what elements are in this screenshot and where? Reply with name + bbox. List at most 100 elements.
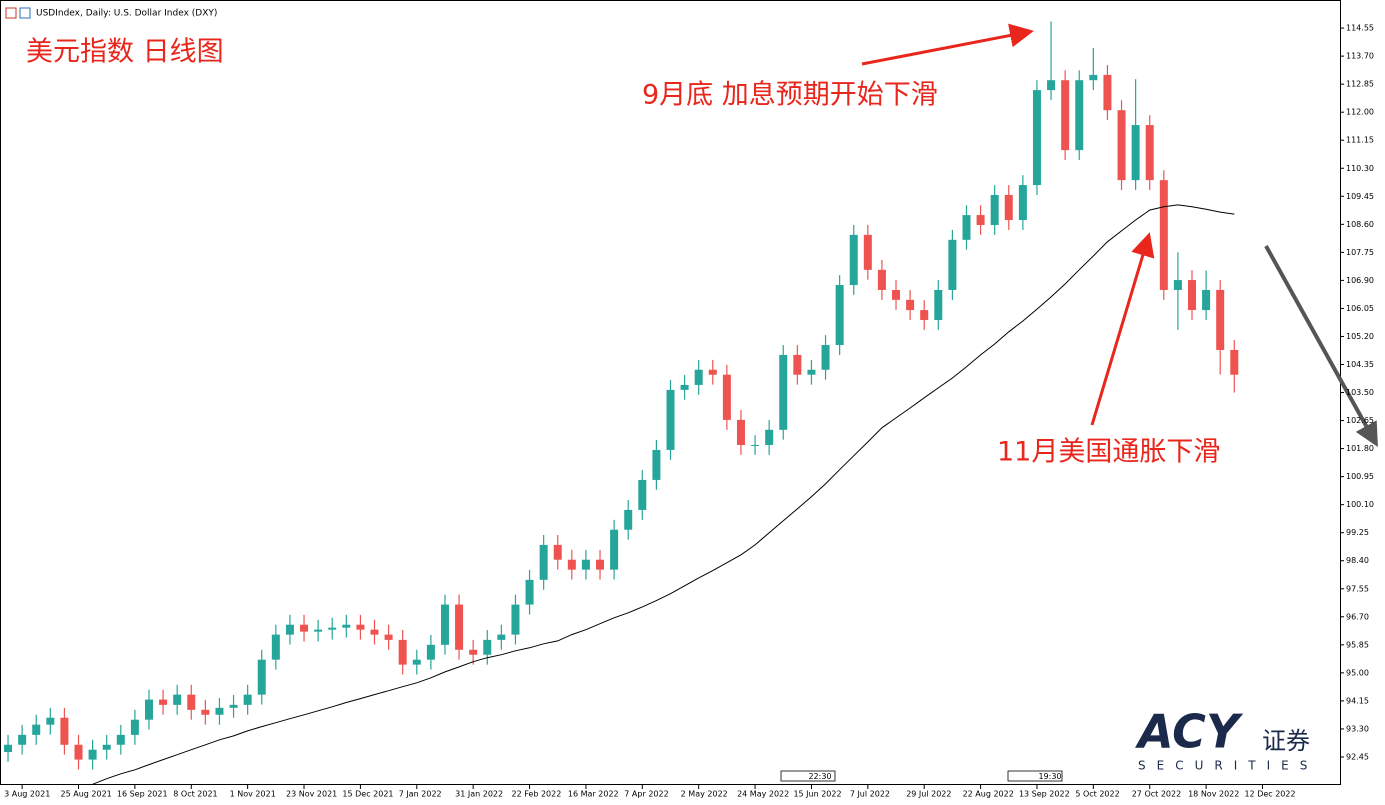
x-tick-label: 15 Dec 2021	[342, 790, 393, 799]
candle-body	[906, 299, 915, 311]
y-tick-label: 106.90	[1346, 276, 1374, 285]
y-tick-label: 95.85	[1346, 640, 1369, 649]
candle-body	[948, 239, 957, 290]
candle-body	[694, 369, 703, 385]
y-tick-label: 94.15	[1346, 696, 1369, 705]
candle-body	[356, 624, 365, 630]
y-tick-label: 111.15	[1346, 136, 1374, 145]
annotation: 9月底 加息预期开始下滑	[642, 80, 938, 111]
candle-body	[962, 215, 971, 240]
y-tick-label: 101.80	[1346, 444, 1374, 453]
candle-body	[60, 717, 69, 745]
candle-body	[300, 624, 309, 632]
x-tick-label: 25 Aug 2021	[61, 790, 112, 799]
candle-body	[440, 604, 449, 645]
x-tick-label: 5 Oct 2022	[1075, 790, 1119, 799]
moving-average	[92, 204, 1235, 785]
candle-body	[765, 429, 774, 445]
candle-body	[821, 345, 830, 370]
candle-body	[201, 709, 210, 715]
candle-body	[567, 559, 576, 570]
candle-body	[159, 699, 168, 705]
candle-body	[1103, 74, 1112, 111]
candle-body	[525, 579, 534, 605]
x-tick-label: 7 Apr 2022	[624, 790, 668, 799]
y-tick-label: 96.70	[1346, 612, 1369, 621]
candle-body	[934, 289, 943, 320]
x-tick-label: 3 Aug 2021	[4, 790, 50, 799]
candle-body	[469, 649, 478, 655]
plot	[4, 21, 1239, 785]
x-tick-label: 16 Sep 2021	[117, 790, 168, 799]
candle-body	[455, 604, 464, 650]
y-tick-label: 104.35	[1346, 360, 1374, 369]
candle-body	[398, 639, 407, 665]
candle-body	[581, 559, 590, 570]
candle-body	[18, 734, 27, 745]
x-tick-label: 7 Jan 2022	[399, 790, 442, 799]
candle-body	[1145, 125, 1154, 181]
y-tick-label: 99.25	[1346, 528, 1369, 537]
candle-body	[1216, 289, 1225, 350]
candle-body	[102, 744, 111, 750]
y-tick-label: 100.95	[1346, 472, 1374, 481]
candle-body	[1173, 280, 1182, 290]
logo-brand: ACY	[1135, 705, 1244, 759]
candle-body	[271, 634, 280, 660]
candle-body	[779, 354, 788, 430]
candle-body	[412, 659, 421, 665]
x-tick-label: 13 Sep 2022	[1019, 790, 1070, 799]
x-tick-label: 31 Jan 2022	[455, 790, 503, 799]
candle-body	[722, 374, 731, 420]
candle-body	[1047, 80, 1056, 91]
y-tick-label: 105.20	[1346, 332, 1374, 341]
x-tick-label: 27 Oct 2022	[1132, 790, 1181, 799]
candle-body	[708, 369, 717, 375]
x-tick-label: 7 Jul 2022	[850, 790, 890, 799]
y-tick-label: 97.55	[1346, 584, 1369, 593]
candle-body	[1131, 125, 1140, 181]
y-tick-label: 93.30	[1346, 724, 1369, 733]
header-icon	[5, 7, 31, 19]
candle-body	[596, 559, 605, 570]
candle-body	[624, 509, 633, 530]
candle-body	[74, 744, 83, 760]
candle-body	[511, 604, 520, 635]
chart-title: USDIndex, Daily: U.S. Dollar Index (DXY)	[36, 9, 217, 19]
candle-body	[877, 269, 886, 290]
candle-body	[285, 624, 294, 635]
candle-body	[680, 384, 689, 390]
x-tick-label: 16 Mar 2022	[568, 790, 619, 799]
candle-body	[1202, 289, 1211, 311]
arrow	[1090, 232, 1155, 426]
x-tick-label: 1 Nov 2021	[230, 790, 276, 799]
candle-body	[187, 694, 196, 710]
candle-body	[229, 704, 238, 708]
x-tick-label: 24 May 2022	[737, 790, 789, 799]
candle-body	[173, 694, 182, 705]
x-tick-label: 22 Aug 2022	[963, 790, 1014, 799]
candle-body	[1188, 280, 1197, 311]
arrow	[861, 23, 1034, 66]
y-tick-label: 110.30	[1346, 164, 1374, 173]
candle-body	[257, 659, 266, 695]
candle-body	[638, 479, 647, 510]
y-tick-label: 103.50	[1346, 388, 1374, 397]
x-tick-label: 22 Feb 2022	[512, 790, 562, 799]
event-label: 19:30	[1038, 772, 1061, 781]
candle-body	[807, 369, 816, 375]
y-tick-label: 114.55	[1346, 24, 1374, 33]
x-tick-label: 12 Dec 2022	[1244, 790, 1295, 799]
candle-body	[1004, 194, 1013, 221]
candle-body	[46, 717, 55, 725]
x-tick-label: 15 Jun 2022	[793, 790, 841, 799]
candle-body	[32, 724, 41, 735]
candle-body	[88, 749, 97, 760]
logo-sub: 证券	[1262, 727, 1310, 755]
candle-body	[384, 634, 393, 640]
candle-body	[751, 444, 760, 446]
candle-body	[144, 699, 153, 720]
candle-body	[666, 389, 675, 450]
logo: ACY 证券 SECURITIES	[1135, 705, 1310, 773]
